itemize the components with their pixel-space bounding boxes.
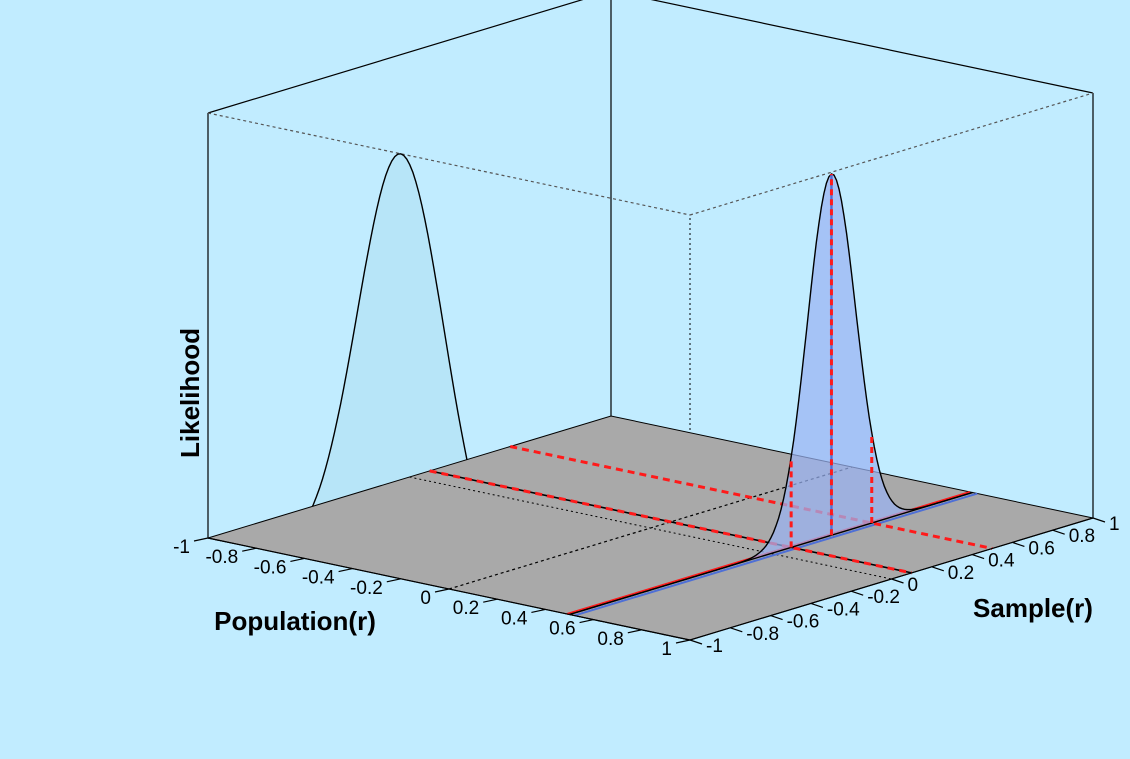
population-tick-mark <box>193 537 209 542</box>
sample-tick-label: 0.2 <box>948 563 974 584</box>
population-tick-mark <box>386 578 401 583</box>
population-tick-label: 0.6 <box>549 619 575 640</box>
box-top-back-right <box>650 0 1094 94</box>
sample-tick-mark <box>971 554 985 560</box>
population-tick-label: -0.2 <box>350 578 383 599</box>
floor-reference-sample-zero <box>409 476 892 580</box>
sample-tick-label: 0 <box>908 575 919 596</box>
box-top-back-left <box>207 0 584 114</box>
sample-tick-mark <box>851 590 864 596</box>
population-tick-label: -0.6 <box>254 557 287 578</box>
sample-tick-label: -0.6 <box>787 612 820 633</box>
sample-interval-low-dashed <box>429 469 912 575</box>
sample-tick-mark <box>891 578 904 584</box>
sample-slice-baseline <box>569 491 973 616</box>
sample-interval-high-dashed <box>509 445 993 550</box>
sample-tick-label: -0.8 <box>746 624 779 645</box>
population-tick-mark <box>531 608 546 613</box>
population-tick-mark <box>675 639 691 644</box>
population-tick-mark <box>483 598 498 603</box>
sample-tick-mark <box>931 566 944 572</box>
sample-tick-label: 0.8 <box>1069 526 1095 547</box>
population-tick-mark <box>434 588 450 593</box>
population-tick-label: -0.4 <box>302 568 335 589</box>
box-top-front-right-dotted <box>689 92 1094 216</box>
box-top-front-left-dotted <box>207 112 691 216</box>
population-tick-label: 1 <box>661 639 672 660</box>
sample-distribution-area <box>569 174 973 615</box>
population-tick-label: 0.8 <box>597 629 623 650</box>
population-tick-label: -1 <box>173 537 190 558</box>
sample-tick-mark <box>730 627 743 633</box>
sample-tick-label: -0.2 <box>867 587 900 608</box>
population-axis-title: Population(r) <box>214 606 376 636</box>
population-marker-blue-line <box>574 492 978 617</box>
sample-tick-label: 1 <box>1109 514 1120 535</box>
sample-tick-mark <box>810 602 824 608</box>
sample-tick-mark <box>1012 541 1025 547</box>
sample-tick-mark <box>1092 517 1106 523</box>
population-tick-label: 0 <box>420 588 431 609</box>
population-tick-mark <box>627 629 642 634</box>
sample-axis-title: Sample(r) <box>973 593 1093 623</box>
likelihood-axis-title: Likelihood <box>175 328 205 458</box>
sample-tick-mark <box>770 615 783 621</box>
population-tick-mark <box>579 619 594 624</box>
population-tick-label: 0.4 <box>501 608 528 629</box>
population-tick-mark <box>242 547 257 552</box>
sample-tick-mark <box>1052 529 1065 535</box>
sample-tick-label: 0.6 <box>1028 538 1054 559</box>
sample-tick-label: -0.4 <box>827 599 860 620</box>
population-tick-label: 0.2 <box>453 598 479 619</box>
sample-tick-mark <box>689 639 703 645</box>
sample-tick-label: -1 <box>706 636 723 657</box>
sample-tick-label: 0.4 <box>988 551 1015 572</box>
population-tick-mark <box>290 557 305 562</box>
population-tick-mark <box>338 568 353 573</box>
population-tick-label: -0.8 <box>205 547 238 568</box>
